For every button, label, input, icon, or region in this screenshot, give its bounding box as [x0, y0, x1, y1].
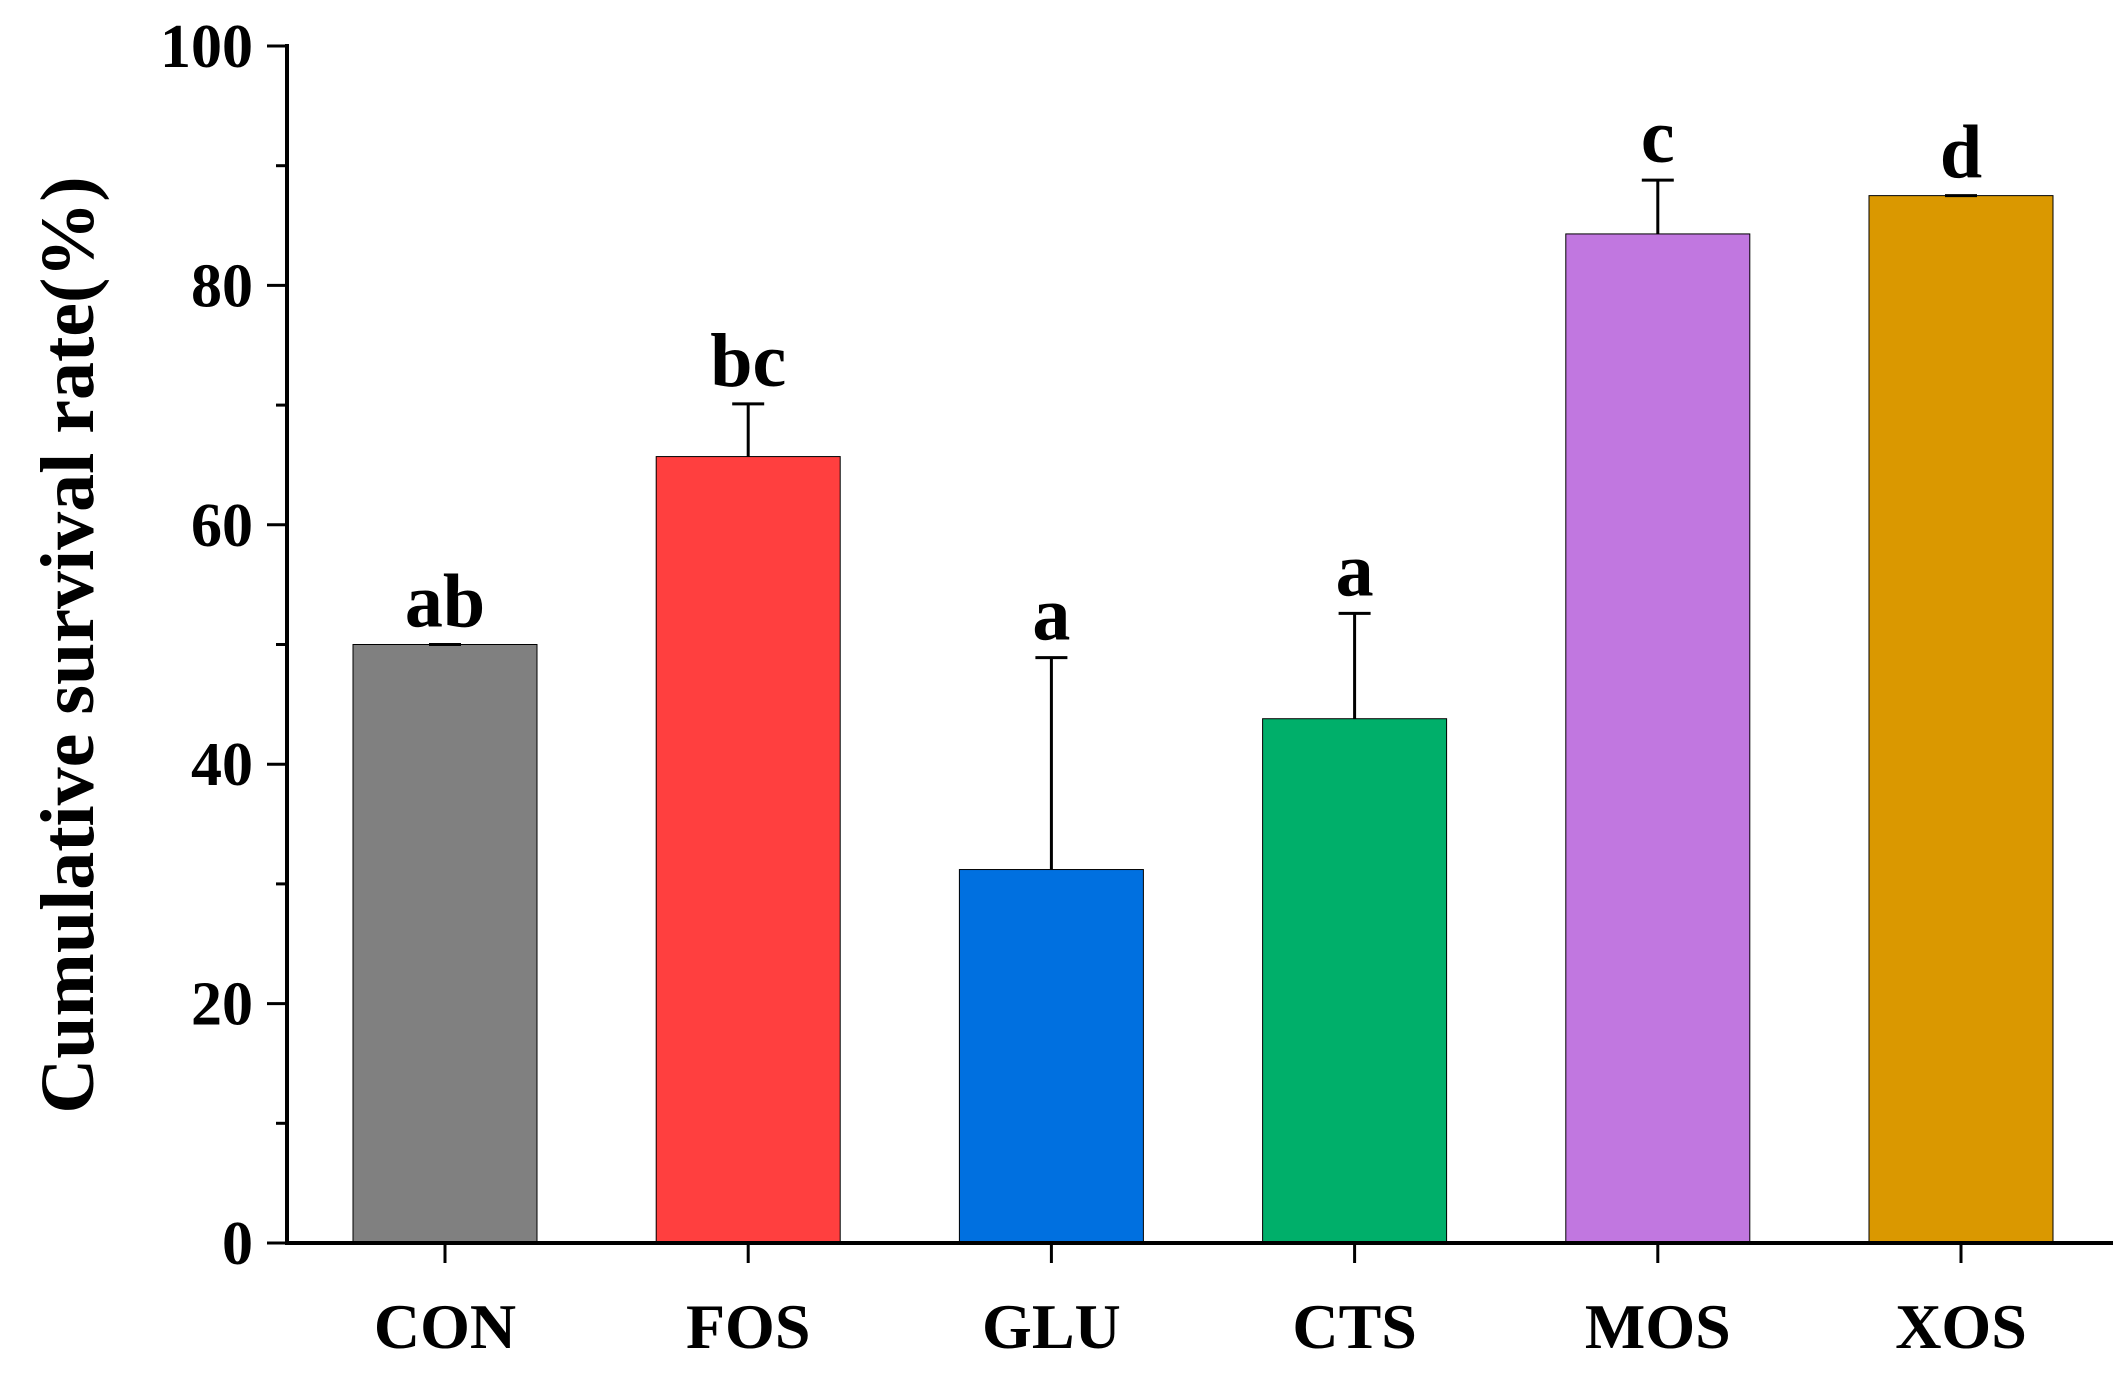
bar-cts: [1262, 718, 1448, 1244]
y-tick-label-80: 80: [191, 252, 253, 320]
category-label-glu: GLU: [982, 1291, 1121, 1362]
y-axis-title-group: Cumulative survival rate(%): [26, 176, 110, 1113]
y-axis-title: Cumulative survival rate(%): [26, 176, 110, 1113]
category-label-mos: MOS: [1585, 1291, 1731, 1362]
significance-label-glu: a: [1032, 573, 1070, 657]
significance-label-xos: d: [1940, 111, 1982, 195]
bar-mos: [1565, 233, 1751, 1244]
bar-con: [352, 644, 538, 1244]
bar-xos: [1868, 195, 2054, 1244]
significance-label-mos: c: [1641, 95, 1675, 179]
ticks-layer: CON FOS GLU CTS MOS XOS 0 20 40 60 80 100: [160, 13, 2027, 1362]
y-tick-label-60: 60: [191, 492, 253, 560]
category-label-con: CON: [374, 1291, 516, 1362]
category-label-cts: CTS: [1292, 1291, 1417, 1362]
significance-label-fos: bc: [710, 319, 786, 403]
bar-glu: [958, 869, 1144, 1244]
axes-layer: [285, 44, 2113, 1245]
significance-label-con: ab: [405, 560, 485, 644]
y-tick-label-100: 100: [160, 13, 253, 81]
bar-fos: [655, 456, 841, 1244]
bars-layer: [352, 195, 2054, 1244]
significance-label-cts: a: [1336, 528, 1374, 612]
significance-labels-layer: ab bc a a c d: [405, 95, 1982, 657]
y-tick-label-20: 20: [191, 971, 253, 1039]
error-bars-layer: [429, 178, 1977, 870]
y-tick-label-40: 40: [191, 731, 253, 799]
category-label-xos: XOS: [1895, 1291, 2027, 1362]
y-tick-label-0: 0: [222, 1210, 253, 1278]
category-label-fos: FOS: [686, 1291, 810, 1362]
